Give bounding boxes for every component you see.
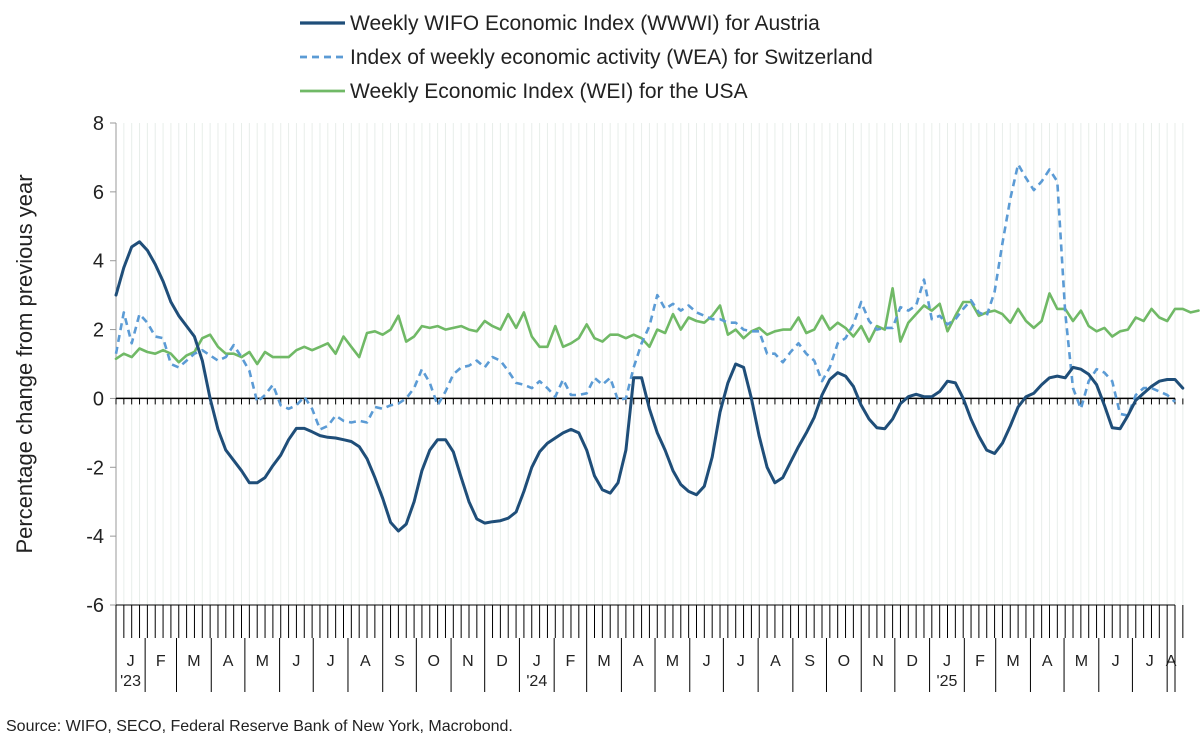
- x-month-label: M: [1006, 653, 1019, 670]
- x-month-label: J: [737, 653, 745, 670]
- y-tick-label: 2: [93, 320, 104, 342]
- x-month-label: J: [327, 653, 335, 670]
- x-month-label: A: [633, 653, 644, 670]
- source-note: Source: WIFO, SECO, Federal Reserve Bank…: [6, 718, 513, 735]
- y-tick-label: 0: [93, 388, 104, 410]
- legend-label: Index of weekly economic activity (WEA) …: [350, 46, 873, 69]
- x-month-label: S: [804, 653, 815, 670]
- x-month-label: M: [666, 653, 679, 670]
- x-month-label: A: [1166, 653, 1177, 670]
- x-month-label: O: [427, 653, 439, 670]
- y-tick-label: -4: [86, 526, 104, 548]
- series-line-2: [114, 163, 1176, 431]
- x-month-label: O: [838, 653, 850, 670]
- y-tick-label: -2: [86, 457, 104, 479]
- legend-label: Weekly Economic Index (WEI) for the USA: [350, 80, 748, 103]
- x-year-label: '24: [526, 673, 547, 690]
- x-month-label: N: [872, 653, 884, 670]
- x-month-label: D: [496, 653, 508, 670]
- x-month-label: J: [1112, 653, 1120, 670]
- x-month-label: A: [770, 653, 781, 670]
- y-tick-label: 8: [93, 113, 104, 135]
- x-month-label: J: [533, 653, 541, 670]
- y-tick-label: -6: [86, 595, 104, 617]
- x-month-label: J: [703, 653, 711, 670]
- x-month-label: A: [360, 653, 371, 670]
- x-year-label: '25: [937, 673, 958, 690]
- x-month-label: M: [1075, 653, 1088, 670]
- x-month-label: J: [292, 653, 300, 670]
- series-line-3: [114, 286, 1200, 366]
- x-month-label: A: [223, 653, 234, 670]
- x-month-label: M: [597, 653, 610, 670]
- y-axis: 8 6 4 2 0 -2 -4 -6: [86, 113, 117, 617]
- x-month-label: J: [943, 653, 951, 670]
- x-month-label: M: [256, 653, 269, 670]
- x-month-label: J: [127, 653, 135, 670]
- x-month-label: F: [156, 653, 166, 670]
- x-month-label: N: [462, 653, 474, 670]
- x-month-label: F: [566, 653, 576, 670]
- y-tick-label: 4: [93, 251, 104, 273]
- y-axis-label: Percentage change from previous year: [12, 174, 37, 553]
- x-year-label: '23: [120, 673, 141, 690]
- x-month-label: A: [1042, 653, 1053, 670]
- x-month-label: M: [187, 653, 200, 670]
- series-lines: [114, 163, 1200, 533]
- x-axis: J F M A M J J A S O N D J F M A M J J A S O N D J F M A M J J A'23'24'2…: [115, 604, 1184, 692]
- legend: Weekly WIFO Economic Index (WWWI) for Au…: [300, 12, 873, 103]
- series-line-1: [114, 240, 1185, 533]
- legend-label: Weekly WIFO Economic Index (WWWI) for Au…: [350, 12, 820, 35]
- x-month-label: F: [975, 653, 985, 670]
- x-month-label: J: [1146, 653, 1154, 670]
- x-month-label: D: [906, 653, 918, 670]
- y-tick-label: 6: [93, 182, 104, 204]
- x-month-label: S: [394, 653, 405, 670]
- vertical-grid: [115, 123, 1184, 605]
